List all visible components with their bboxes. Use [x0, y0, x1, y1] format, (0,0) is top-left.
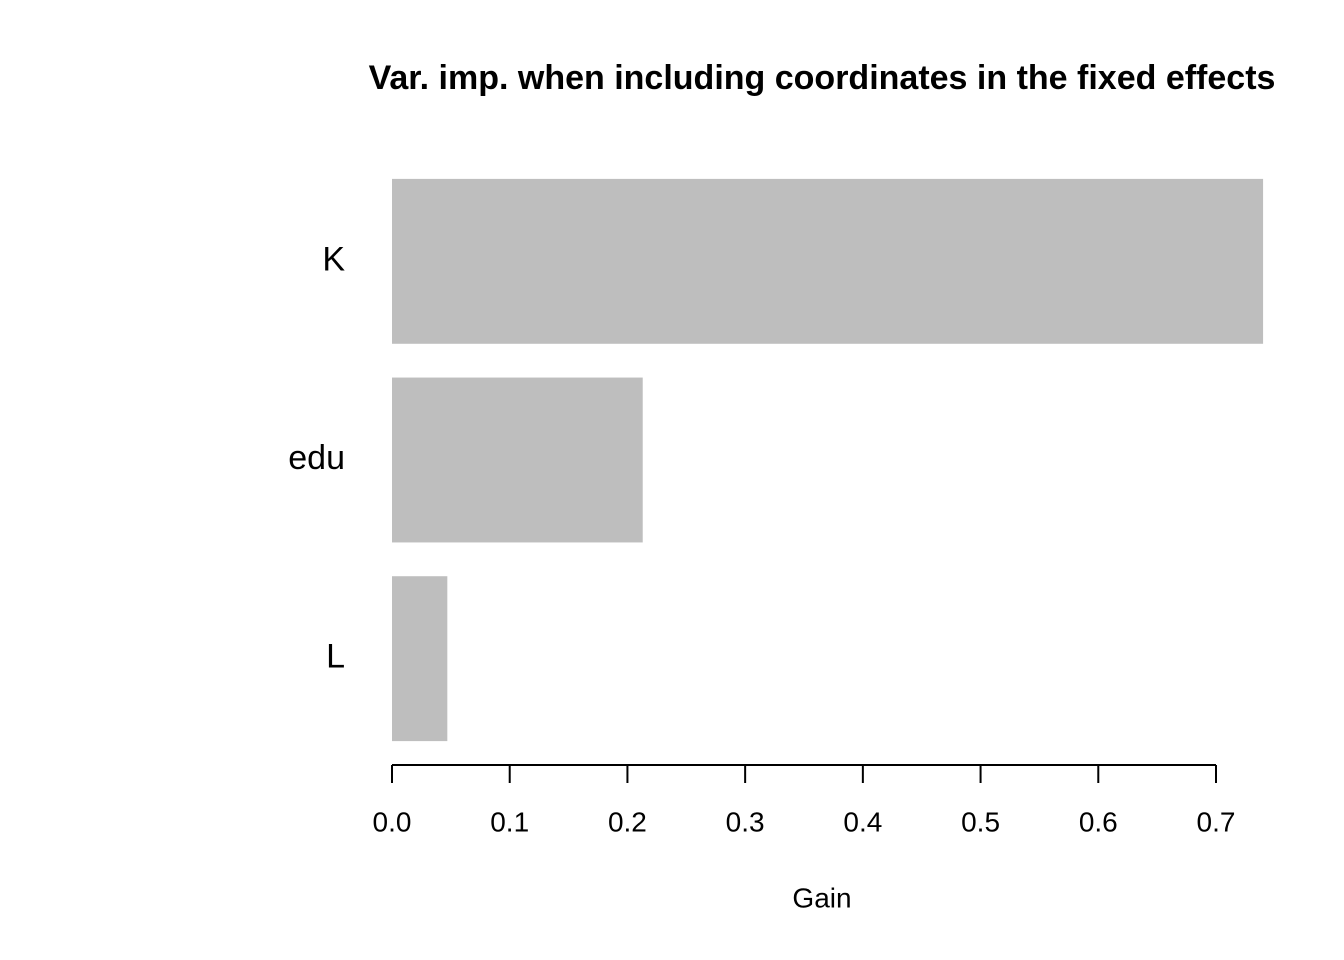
bar: [392, 377, 643, 543]
y-tick-label: edu: [288, 439, 345, 477]
x-tick-label: 0.5: [961, 806, 1000, 837]
bar: [392, 576, 448, 742]
x-tick-label: 0.3: [726, 806, 765, 837]
x-tick-label: 0.0: [373, 806, 412, 837]
x-tick-label: 0.2: [608, 806, 647, 837]
bar: [392, 178, 1264, 344]
x-axis-label: Gain: [792, 882, 851, 913]
y-tick-label: L: [326, 638, 345, 676]
x-tick-label: 0.6: [1079, 806, 1118, 837]
y-tick-label: K: [322, 240, 345, 278]
x-tick-label: 0.1: [490, 806, 529, 837]
x-tick-label: 0.4: [843, 806, 882, 837]
x-tick-label: 0.7: [1197, 806, 1236, 837]
chart-title: Var. imp. when including coordinates in …: [369, 59, 1276, 97]
